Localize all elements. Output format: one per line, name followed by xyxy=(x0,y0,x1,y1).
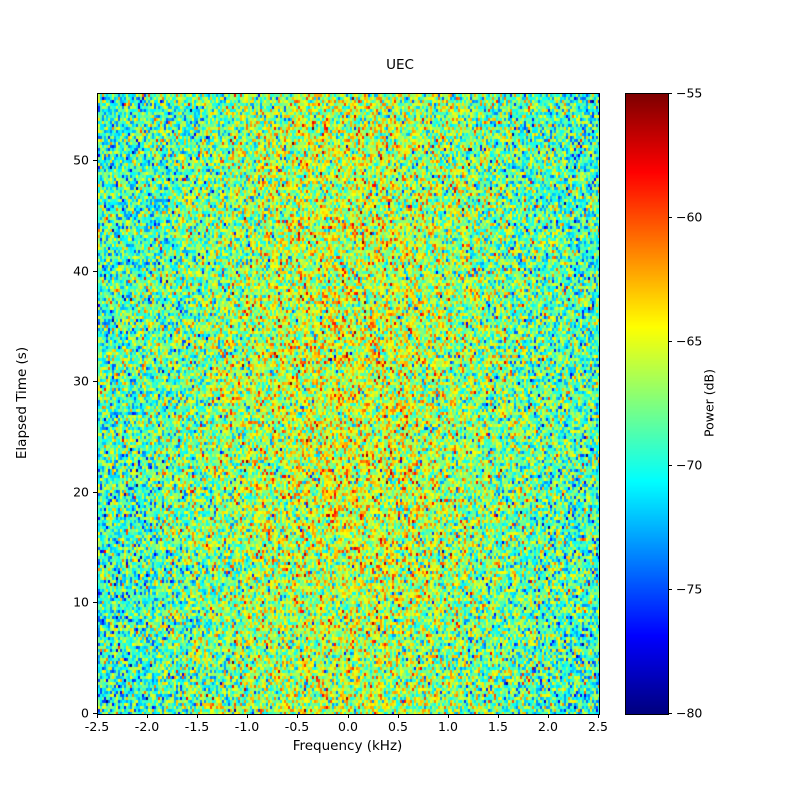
y-tick-label: 20 xyxy=(73,484,89,500)
x-tick-label: 1.0 xyxy=(438,719,458,734)
colorbar-tick-label: −70 xyxy=(676,457,703,473)
y-tick-mark xyxy=(93,602,97,603)
x-tick-label: -1.0 xyxy=(234,719,260,734)
y-tick-mark xyxy=(93,271,97,272)
colorbar-gradient xyxy=(626,94,668,714)
x-tick-label: 2.5 xyxy=(588,719,608,734)
spectrogram-plot-area xyxy=(97,93,600,715)
y-tick-label: 10 xyxy=(73,594,89,610)
colorbar-tick-label: −55 xyxy=(676,85,703,101)
power-colorbar xyxy=(625,93,669,715)
colorbar-tick-mark xyxy=(668,589,672,590)
x-tick-label: -0.5 xyxy=(284,719,310,734)
x-tick-mark xyxy=(348,714,349,718)
x-axis-label: Frequency (kHz) xyxy=(292,738,403,754)
x-tick-label: 1.5 xyxy=(488,719,508,734)
x-tick-mark xyxy=(448,714,449,718)
y-tick-mark xyxy=(93,492,97,493)
x-tick-mark xyxy=(147,714,148,718)
colorbar-tick-label: −60 xyxy=(676,209,703,225)
x-tick-mark xyxy=(97,714,98,718)
x-tick-mark xyxy=(598,714,599,718)
x-tick-label: 0.5 xyxy=(388,719,408,734)
colorbar-tick-mark xyxy=(668,93,672,94)
y-tick-label: 40 xyxy=(73,263,89,279)
x-tick-label: -2.0 xyxy=(134,719,160,734)
title-line-station: UEC xyxy=(386,57,414,73)
colorbar-tick-label: −80 xyxy=(676,705,703,721)
x-tick-label: -1.5 xyxy=(184,719,210,734)
y-tick-mark xyxy=(93,381,97,382)
colorbar-tick-mark xyxy=(668,713,672,714)
x-tick-mark xyxy=(197,714,198,718)
x-tick-mark xyxy=(498,714,499,718)
colorbar-tick-mark xyxy=(668,217,672,218)
x-tick-mark xyxy=(297,714,298,718)
y-axis-label: Elapsed Time (s) xyxy=(14,346,30,460)
y-tick-label: 30 xyxy=(73,373,89,389)
x-tick-mark xyxy=(247,714,248,718)
x-tick-mark xyxy=(548,714,549,718)
x-tick-mark xyxy=(398,714,399,718)
colorbar-axis-label: Power (dB) xyxy=(701,368,717,438)
x-tick-label: 0.0 xyxy=(338,719,358,734)
x-tick-label: -2.5 xyxy=(84,719,110,734)
y-tick-mark xyxy=(93,160,97,161)
spectrogram-image xyxy=(98,94,599,714)
y-tick-label: 50 xyxy=(73,152,89,168)
x-tick-label: 2.0 xyxy=(538,719,558,734)
y-tick-label: 0 xyxy=(81,705,89,721)
colorbar-tick-label: −65 xyxy=(676,333,703,349)
colorbar-tick-mark xyxy=(668,465,672,466)
colorbar-tick-mark xyxy=(668,341,672,342)
colorbar-tick-label: −75 xyxy=(676,581,703,597)
y-tick-mark xyxy=(93,713,97,714)
